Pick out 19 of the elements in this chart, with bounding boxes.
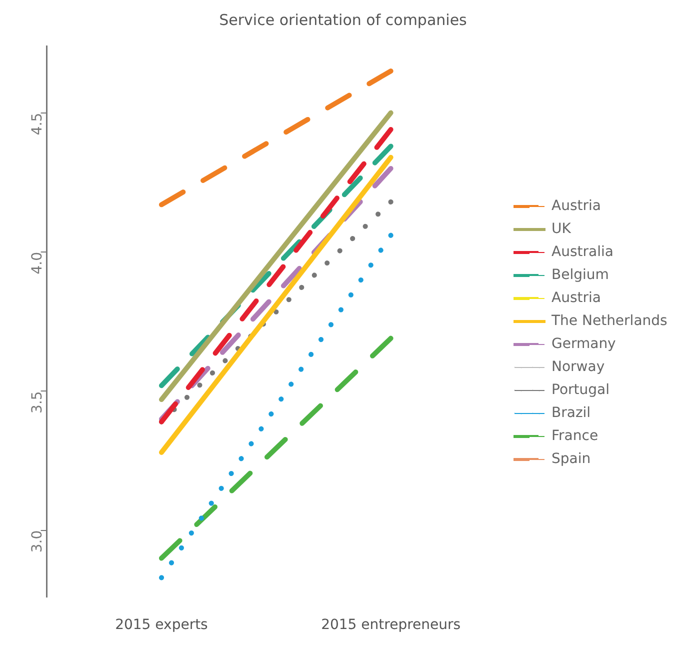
y-tick-label: 4.0 [29,252,46,274]
legend-label: Belgium [552,267,609,284]
legend-label: Australia [552,244,614,260]
x-tick-label: 2015 entrepreneurs [321,617,461,634]
legend-label: Austria [552,198,601,214]
chart-title: Service orientation of companies [219,10,468,29]
legend-label: The Netherlands [550,313,668,330]
legend-label: Spain [552,451,591,468]
y-tick-label: 3.5 [29,391,46,414]
legend-label: Austria [552,290,601,306]
legend-label: Portugal [552,382,610,398]
x-tick-label: 2015 experts [115,617,208,634]
legend-label: Germany [552,336,616,352]
y-tick-label: 4.5 [29,112,46,136]
y-tick-label: 3.0 [29,530,46,553]
legend-label: UK [552,221,572,238]
legend-label: Brazil [552,405,591,422]
legend-label: Norway [552,359,605,376]
legend-label: France [552,428,598,444]
